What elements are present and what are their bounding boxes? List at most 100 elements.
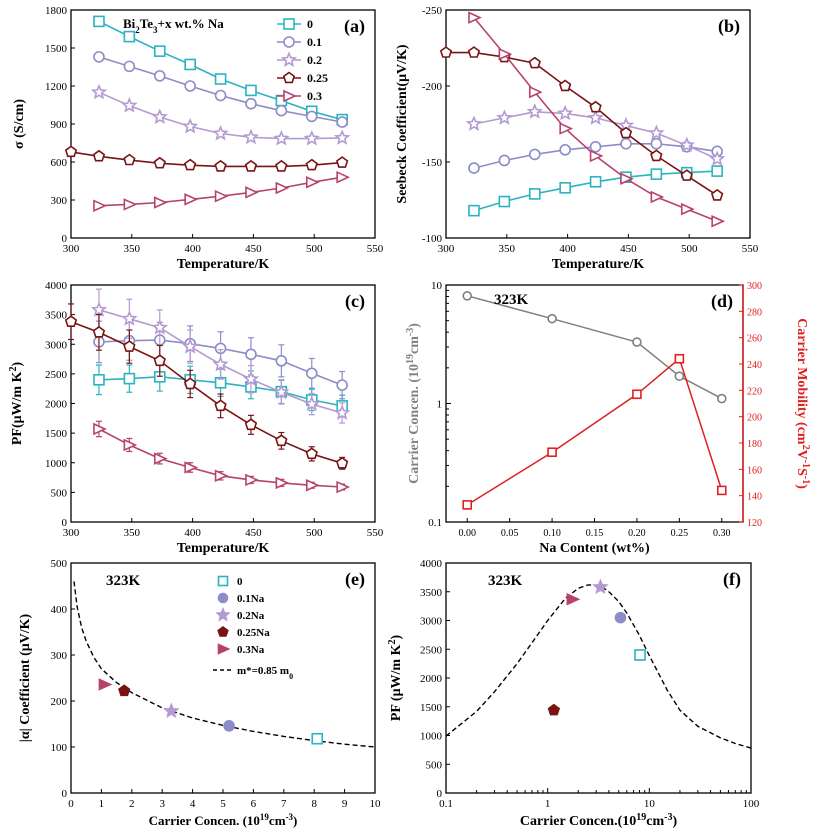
data-point-concentration xyxy=(547,313,557,324)
legend-label: 0.1Na xyxy=(237,593,265,605)
panel-f-frame xyxy=(445,562,752,794)
legend-label: 0.3Na xyxy=(237,644,265,656)
data-point xyxy=(212,355,229,372)
x-tick-label: 350 xyxy=(124,243,141,255)
data-point xyxy=(305,176,320,189)
data-point xyxy=(439,46,453,58)
legend-title-part: 3 xyxy=(153,25,158,35)
y-axis-label: PF(μW/m K2) xyxy=(8,362,26,446)
y-tick-label: 3500 xyxy=(45,310,68,322)
panel-b-frame xyxy=(445,9,751,239)
y-tick-label-right: 160 xyxy=(747,465,762,476)
y-axis-label-left-part: -3 xyxy=(405,328,416,336)
data-point-0.1Na xyxy=(223,720,235,732)
x-axis-label-part: ) xyxy=(293,813,297,828)
y-axis-label-right-part: S xyxy=(794,468,809,476)
y-tick-label: 600 xyxy=(51,157,68,169)
data-point xyxy=(305,367,318,380)
data-point xyxy=(528,188,541,200)
panel-label: (b) xyxy=(718,16,740,37)
data-point xyxy=(678,136,695,153)
x-tick-label: 550 xyxy=(367,243,384,255)
panel-label: (a) xyxy=(344,16,365,37)
data-point xyxy=(245,186,259,199)
x-tick-label: 100 xyxy=(743,798,760,810)
y-tick-label: 3000 xyxy=(420,616,443,628)
data-point-0 xyxy=(634,649,646,661)
data-point xyxy=(587,109,604,125)
legend-marker xyxy=(283,36,295,48)
data-point xyxy=(184,58,196,71)
x-axis-label-part: -3 xyxy=(664,812,672,823)
data-point xyxy=(153,452,168,465)
y-tick-label-left: 0.1 xyxy=(428,517,442,529)
data-point-0.25Na xyxy=(547,703,561,716)
data-point-0.2Na xyxy=(163,702,180,719)
data-point xyxy=(183,377,197,390)
data-point xyxy=(151,108,168,124)
data-point-0.1Na xyxy=(614,611,627,624)
panel-label: (c) xyxy=(345,291,365,312)
data-point xyxy=(153,70,166,82)
annotation: 323K xyxy=(488,573,523,589)
panel-a: 300 350 400 450 500 5500300600900120015001800… xyxy=(12,5,384,272)
data-point xyxy=(680,202,695,216)
y-tick-label: -250 xyxy=(422,5,443,17)
x-tick-label: 300 xyxy=(63,527,80,539)
y-tick-label: 0 xyxy=(62,517,68,529)
data-point xyxy=(275,355,288,367)
y-axis-label-right-part: -1 xyxy=(801,476,812,484)
data-point xyxy=(526,103,543,119)
y-tick-label-left: 1 xyxy=(437,399,443,411)
data-point xyxy=(589,141,602,153)
data-point xyxy=(123,153,136,166)
y-tick-label: 3500 xyxy=(420,587,443,599)
data-point xyxy=(123,60,136,73)
legend-title-part: Te xyxy=(140,16,153,31)
data-point xyxy=(335,156,349,168)
x-tick-label: 500 xyxy=(306,527,323,539)
series-line-0.1 xyxy=(98,56,343,123)
y-axis-label-part: PF (μW/m K xyxy=(389,644,404,721)
x-tick-label: 400 xyxy=(184,527,201,539)
legend-label: 0.2Na xyxy=(237,610,265,622)
series-line-0.3 xyxy=(98,176,343,207)
data-point xyxy=(92,149,106,162)
y-tick-label: 1800 xyxy=(45,5,68,17)
y-tick-label: 0 xyxy=(62,788,68,800)
x-axis-label-part: ) xyxy=(672,814,677,829)
data-point xyxy=(123,438,138,452)
x-axis-label-part: 19 xyxy=(636,812,646,823)
y-axis-label-left: Carrier Concen. (1019cm-3) xyxy=(405,323,423,484)
panel-label: (d) xyxy=(711,291,733,312)
data-point xyxy=(90,301,108,317)
data-point xyxy=(650,137,663,150)
data-point xyxy=(619,126,633,139)
data-point-0.3Na xyxy=(98,678,113,691)
model-curve xyxy=(73,581,376,748)
data-point xyxy=(528,85,543,99)
legend-curve-label-part: m*=0.85 m xyxy=(237,665,289,677)
data-point xyxy=(151,319,168,335)
y-axis-label-right-part: ) xyxy=(794,484,809,489)
data-point xyxy=(305,479,320,492)
data-point-mobility xyxy=(716,485,727,496)
legend-label: 0.1 xyxy=(307,35,322,49)
y-tick-label: 0 xyxy=(437,788,443,800)
data-point xyxy=(90,83,108,100)
panel-f: 0.1 1 10 1000500100015002000250030003500400… xyxy=(387,558,760,829)
data-point xyxy=(184,461,199,474)
panel-d-frame xyxy=(445,284,744,523)
y-axis-label-part: ) xyxy=(389,635,404,640)
y-tick-label: -150 xyxy=(422,157,443,169)
panel-d: 0.00 0.05 0.10 0.15 0.20 0.25 0.30 0.1 1 10 120 140… xyxy=(405,280,812,556)
data-point xyxy=(335,456,349,469)
data-point xyxy=(558,79,572,92)
y-axis-label: σ (S/cm) xyxy=(12,99,27,149)
data-point xyxy=(305,158,318,171)
y-axis-label-part: 2 xyxy=(8,367,19,372)
legend-label: 0.3 xyxy=(307,89,322,103)
data-point xyxy=(559,182,571,194)
data-point xyxy=(214,469,229,483)
x-tick-label: 1 xyxy=(99,798,105,810)
